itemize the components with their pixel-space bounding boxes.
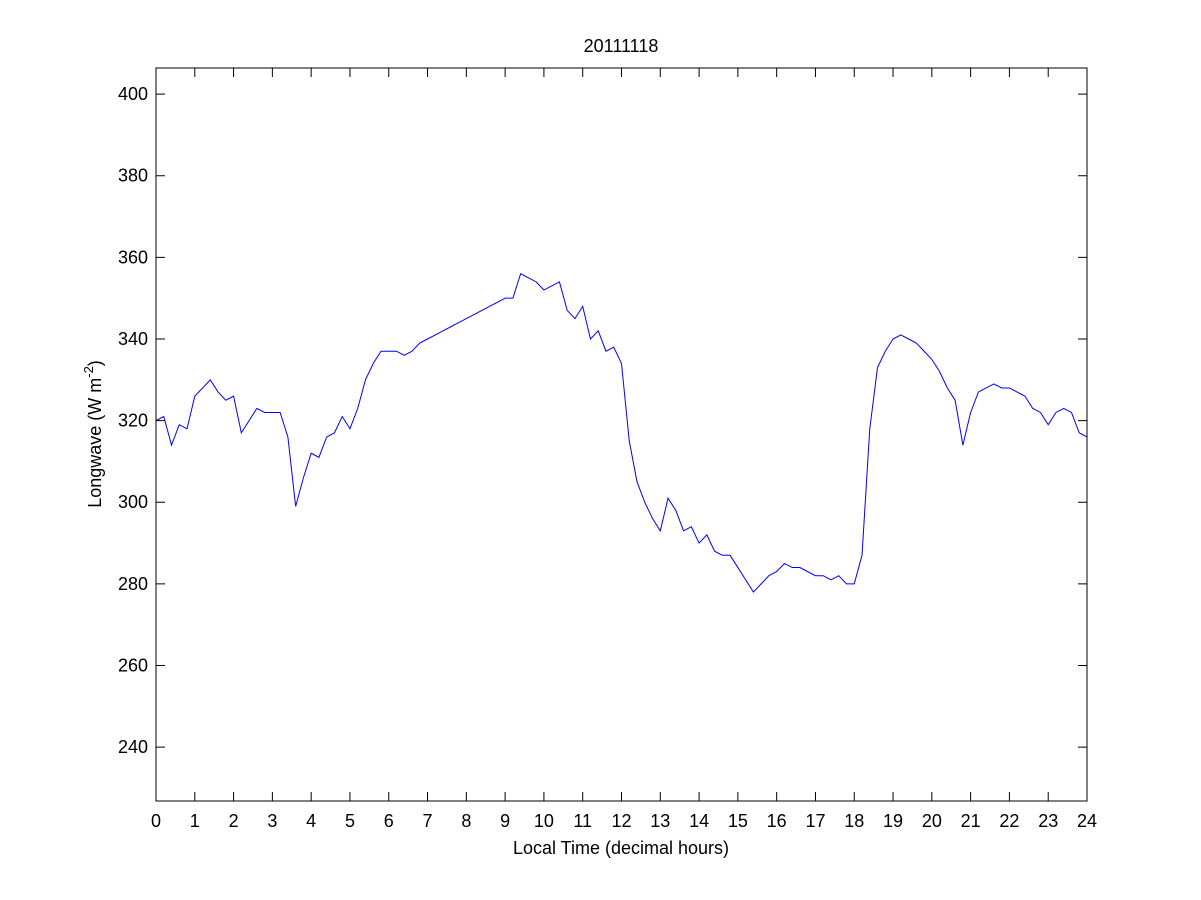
x-tick-label: 15 bbox=[728, 811, 748, 831]
x-tick-label: 9 bbox=[500, 811, 510, 831]
x-tick-label: 14 bbox=[689, 811, 709, 831]
x-tick-label: 10 bbox=[534, 811, 554, 831]
data-line bbox=[155, 272, 1088, 593]
x-tick-label: 2 bbox=[229, 811, 239, 831]
y-tick-label: 320 bbox=[118, 411, 148, 431]
y-tick-label: 360 bbox=[118, 247, 148, 267]
x-tick-label: 17 bbox=[805, 811, 825, 831]
x-tick-label: 0 bbox=[151, 811, 161, 831]
plot-frame bbox=[155, 67, 1088, 802]
x-tick-label: 13 bbox=[650, 811, 670, 831]
x-tick-label: 23 bbox=[1038, 811, 1058, 831]
x-tick-label: 8 bbox=[461, 811, 471, 831]
x-tick-label: 19 bbox=[883, 811, 903, 831]
x-tick-label: 6 bbox=[384, 811, 394, 831]
y-label-superscript: -2 bbox=[81, 366, 96, 378]
y-tick-label: 400 bbox=[118, 84, 148, 104]
y-axis-label: Longwave (W m-2) bbox=[81, 360, 105, 508]
x-tick-label: 3 bbox=[267, 811, 277, 831]
y-tick-label: 240 bbox=[118, 737, 148, 757]
x-tick-label: 11 bbox=[573, 811, 592, 831]
x-tick-label: 5 bbox=[345, 811, 355, 831]
y-tick-label: 340 bbox=[118, 329, 148, 349]
y-tick-label: 380 bbox=[118, 166, 148, 186]
y-tick-label: 300 bbox=[118, 492, 148, 512]
y-label-text: Longwave (W m bbox=[85, 378, 105, 508]
x-tick-label: 20 bbox=[922, 811, 942, 831]
x-axis-label: Local Time (decimal hours) bbox=[513, 838, 729, 858]
y-label-text: ) bbox=[85, 360, 105, 366]
x-tick-label: 24 bbox=[1077, 811, 1097, 831]
x-tick-label: 18 bbox=[844, 811, 864, 831]
x-tick-label: 7 bbox=[423, 811, 433, 831]
x-tick-label: 21 bbox=[961, 811, 981, 831]
chart-title: 20111118 bbox=[584, 36, 659, 56]
x-tick-label: 4 bbox=[306, 811, 316, 831]
x-tick-label: 22 bbox=[999, 811, 1019, 831]
y-tick-label: 260 bbox=[118, 656, 148, 676]
x-tick-label: 12 bbox=[611, 811, 631, 831]
y-tick-label: 280 bbox=[118, 574, 148, 594]
x-tick-label: 1 bbox=[190, 811, 200, 831]
x-tick-label: 16 bbox=[767, 811, 787, 831]
